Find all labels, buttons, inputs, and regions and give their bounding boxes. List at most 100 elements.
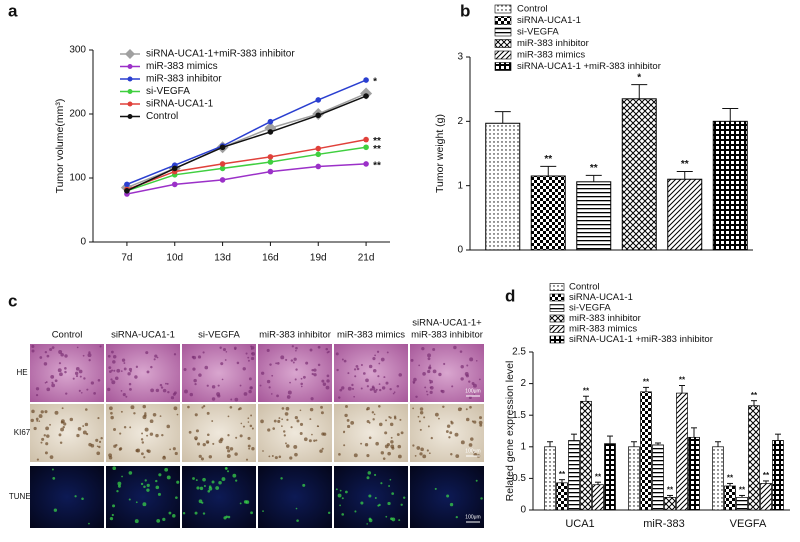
cell	[251, 447, 255, 451]
cell	[293, 357, 297, 361]
cell	[51, 381, 54, 384]
cell	[341, 513, 345, 516]
cell	[381, 386, 386, 390]
cell	[343, 359, 347, 363]
cell	[162, 455, 166, 460]
cell	[468, 380, 471, 383]
bar	[772, 440, 784, 511]
error-bar	[547, 441, 553, 447]
cell	[46, 434, 50, 438]
error-bar	[751, 400, 757, 406]
cell	[317, 363, 321, 367]
cell	[88, 351, 91, 354]
cell	[218, 481, 222, 485]
cell	[459, 350, 463, 353]
bar	[580, 400, 592, 511]
cell	[78, 389, 81, 392]
cell	[472, 383, 477, 388]
series-line	[126, 163, 367, 195]
cell	[478, 378, 481, 381]
bar	[604, 443, 616, 511]
cell	[366, 419, 370, 423]
cell	[109, 516, 114, 521]
point	[219, 161, 226, 167]
error-bar	[763, 480, 769, 484]
cell	[54, 410, 59, 415]
legend-marker	[127, 101, 133, 107]
scale-bar-label: 100μm	[465, 388, 480, 394]
cell	[121, 475, 123, 478]
cell	[343, 444, 346, 447]
cell	[240, 422, 243, 425]
cell	[380, 451, 385, 455]
cell	[76, 346, 79, 349]
point	[267, 159, 274, 165]
cell	[429, 390, 433, 394]
cell	[366, 454, 370, 458]
x-tick-label: UCA1	[565, 518, 594, 530]
cell	[187, 405, 190, 409]
cell	[468, 396, 472, 400]
cell	[313, 373, 317, 377]
y-tick-label: 0	[457, 245, 463, 256]
row-label: KI67	[14, 428, 31, 437]
point	[267, 168, 274, 175]
point	[363, 77, 369, 83]
cell	[128, 498, 131, 501]
cell	[261, 371, 265, 375]
cell	[248, 389, 252, 394]
cell	[430, 385, 434, 390]
legend-label: miR-383 mimics	[517, 50, 585, 61]
cell	[277, 419, 281, 423]
legend-label: Control	[569, 282, 600, 293]
cell	[398, 519, 401, 522]
cell	[412, 444, 415, 447]
cell	[339, 489, 342, 492]
cell	[98, 445, 101, 449]
point	[171, 165, 178, 172]
cell	[391, 492, 395, 495]
legend-marker	[127, 76, 133, 82]
cell	[117, 484, 121, 488]
cell	[319, 449, 323, 453]
cell	[473, 393, 476, 395]
cell	[247, 417, 250, 420]
cell	[311, 433, 313, 436]
cell	[354, 375, 357, 378]
cell	[289, 381, 291, 384]
cell	[215, 486, 220, 490]
cell	[201, 501, 204, 504]
significance: **	[544, 154, 552, 165]
cell	[44, 350, 48, 354]
cell	[100, 437, 103, 440]
cell	[372, 368, 377, 373]
cell	[75, 374, 79, 378]
cell	[454, 432, 459, 437]
bar	[621, 98, 657, 251]
cell	[49, 348, 53, 352]
cell	[194, 511, 198, 515]
cell	[427, 353, 432, 358]
cell	[146, 488, 150, 492]
cell	[384, 431, 388, 435]
cell	[383, 376, 386, 379]
bar	[576, 181, 612, 251]
cell	[475, 359, 478, 362]
cell	[378, 503, 381, 507]
cell	[168, 511, 172, 515]
cell	[310, 397, 314, 401]
cell	[196, 442, 201, 446]
cell	[384, 444, 389, 449]
cell	[229, 447, 234, 451]
error-bar	[540, 165, 557, 177]
cell	[112, 504, 116, 508]
cell	[45, 426, 49, 431]
cell	[393, 417, 397, 420]
cell	[35, 387, 40, 391]
error-bar	[571, 433, 577, 441]
y-tick-label: 1.5	[512, 410, 526, 421]
micrograph	[334, 404, 408, 462]
legend-label: miR-383 mimics	[569, 324, 637, 335]
cell	[373, 413, 376, 416]
cell	[249, 424, 253, 428]
